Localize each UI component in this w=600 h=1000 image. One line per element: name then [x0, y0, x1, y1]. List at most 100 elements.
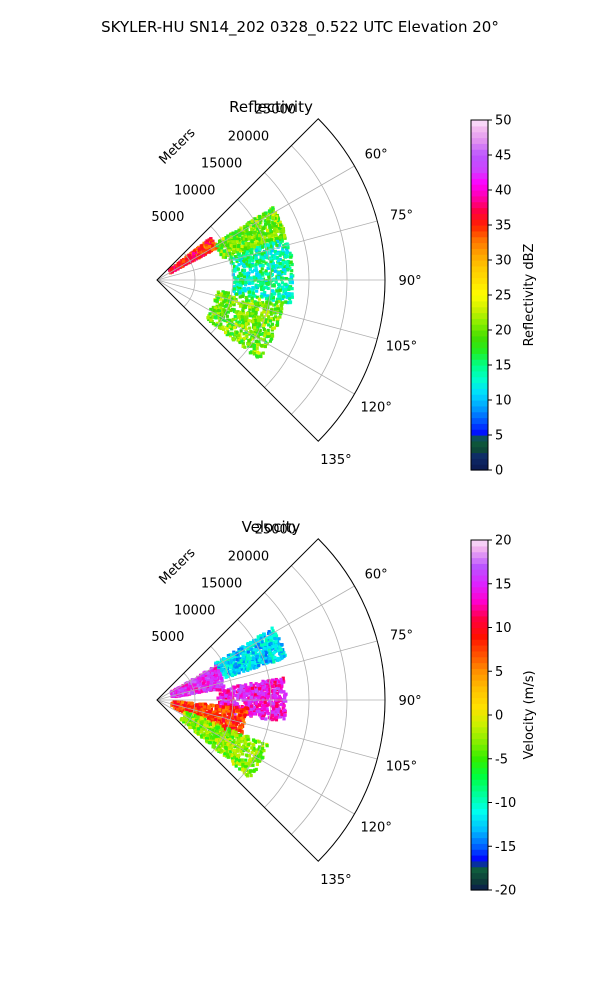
echo-gate	[170, 703, 174, 708]
echo-gate	[265, 252, 270, 256]
echo-gate	[282, 267, 286, 272]
echo-gate	[267, 635, 271, 639]
echo-gate	[202, 242, 206, 246]
echo-gate	[279, 277, 283, 282]
echo-gate	[250, 746, 254, 750]
echo-gate	[275, 239, 280, 244]
echo-gate	[262, 684, 267, 688]
echo-gate	[261, 231, 265, 235]
echo-gate	[259, 270, 263, 274]
echo-gate	[224, 702, 228, 707]
echo-gate	[200, 246, 204, 250]
echo-gate	[198, 682, 203, 686]
echo-gate	[256, 319, 261, 323]
echo-gate	[240, 318, 244, 322]
echo-gate	[273, 269, 277, 273]
echo-gate	[180, 260, 184, 265]
echo-gate	[279, 241, 283, 245]
echo-gate	[278, 312, 283, 316]
colorbar-swatch	[471, 207, 488, 214]
echo-gate	[248, 314, 252, 318]
echo-gate	[262, 315, 266, 319]
echo-gate	[248, 667, 252, 671]
echo-gate	[216, 704, 220, 709]
echo-gate	[279, 690, 283, 694]
echo-gate	[228, 296, 232, 300]
colorbar-swatch	[471, 335, 488, 343]
echo-gate	[253, 217, 257, 221]
echo-gate	[278, 709, 283, 713]
echo-gate	[190, 701, 194, 706]
echo-gate	[269, 308, 274, 312]
colorbar-swatch	[471, 464, 488, 471]
echo-gate	[236, 654, 240, 658]
colorbar-swatch	[471, 201, 488, 209]
echo-gate	[275, 277, 279, 281]
echo-gate	[209, 239, 213, 243]
echo-gate	[260, 655, 264, 659]
echo-gate	[243, 667, 247, 671]
echo-gate	[290, 281, 294, 285]
echo-gate	[273, 636, 277, 641]
echo-gate	[244, 323, 248, 327]
echo-gate	[238, 239, 243, 243]
echo-gate	[254, 256, 258, 260]
radial-tick-label: 20000	[228, 130, 269, 145]
echo-gate	[243, 663, 247, 668]
echo-gate	[218, 707, 222, 712]
echo-gate	[241, 708, 245, 712]
echo-gate	[236, 688, 241, 692]
echo-gate	[246, 322, 250, 326]
echo-gate	[284, 291, 288, 296]
echo-gate	[225, 300, 229, 305]
echo-gate	[264, 211, 268, 215]
echo-gate	[230, 724, 234, 728]
colorbar-swatch	[471, 143, 488, 150]
echo-gate	[260, 313, 264, 317]
echo-gate	[238, 258, 242, 263]
echo-gate	[228, 715, 232, 720]
echo-gate	[222, 669, 226, 673]
echo-gate	[245, 315, 249, 320]
echo-gate	[238, 291, 242, 295]
echo-gate	[277, 696, 281, 700]
echo-gate	[261, 691, 265, 696]
echo-gate	[285, 301, 290, 305]
echo-gate	[271, 296, 276, 300]
echo-gate	[246, 770, 251, 774]
colorbar-swatch	[471, 137, 488, 144]
echo-gate	[251, 224, 256, 228]
echo-gate	[174, 704, 178, 708]
echo-gate	[282, 690, 286, 694]
echo-gate	[270, 333, 274, 338]
angle-tick-label: 135°	[320, 453, 351, 468]
echo-gate	[233, 715, 237, 719]
angle-tick-label: 60°	[365, 147, 388, 162]
echo-gate	[281, 295, 286, 299]
echo-gate	[235, 240, 239, 244]
echo-gate	[274, 704, 279, 708]
echo-gate	[258, 324, 262, 328]
echo-gate	[279, 702, 283, 707]
echo-gate	[269, 641, 273, 646]
colorbar-swatch	[471, 155, 488, 162]
colorbar-swatch	[471, 271, 488, 279]
echo-gate	[278, 309, 283, 314]
echo-gate	[246, 256, 250, 260]
echo-gate	[252, 700, 256, 704]
echo-gate	[206, 671, 210, 675]
echo-gate	[277, 297, 282, 301]
echo-gate	[237, 650, 242, 654]
echo-gate	[215, 673, 219, 677]
echo-region	[168, 237, 219, 275]
echo-gate	[265, 709, 270, 713]
echo-gate	[267, 298, 271, 302]
echo-gate	[281, 678, 285, 682]
echo-gate	[232, 668, 236, 672]
echo-gate	[232, 281, 237, 285]
echo-gate	[249, 231, 253, 235]
echo-gate	[249, 707, 253, 711]
colorbar-swatch	[471, 440, 488, 448]
echo-gate	[242, 287, 246, 291]
echo-gate	[270, 678, 275, 682]
